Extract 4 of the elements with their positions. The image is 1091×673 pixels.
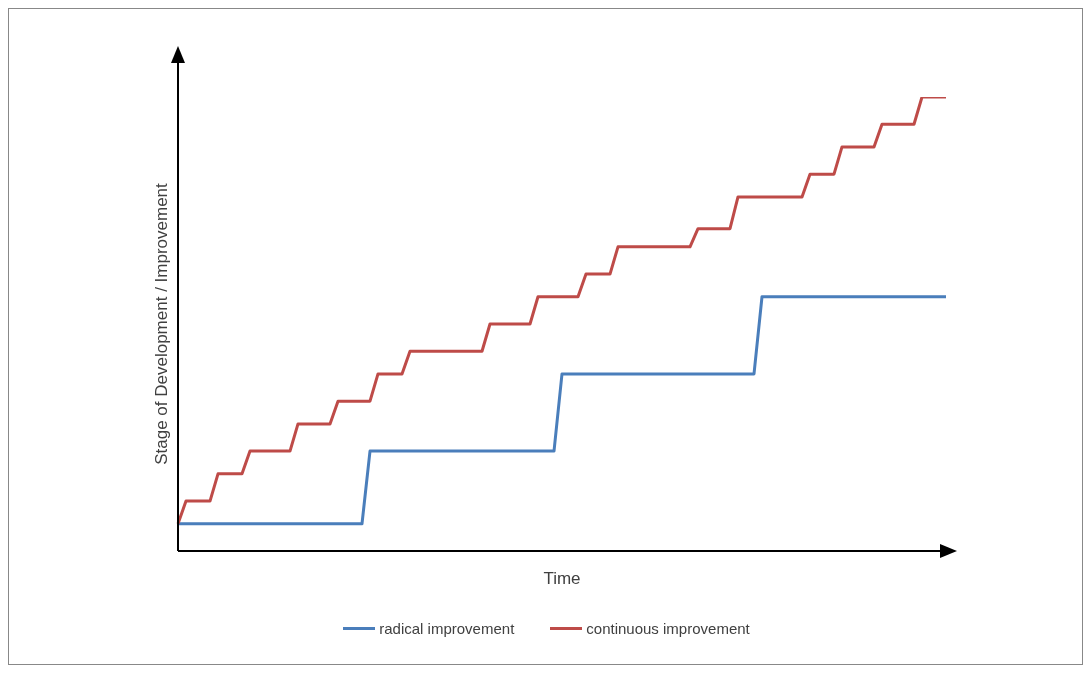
legend-label: continuous improvement: [586, 620, 750, 637]
y-axis-title: Stage of Development / Improvement: [152, 182, 171, 465]
x-axis-title: Time: [543, 569, 581, 588]
legend-label: radical improvement: [379, 620, 515, 637]
